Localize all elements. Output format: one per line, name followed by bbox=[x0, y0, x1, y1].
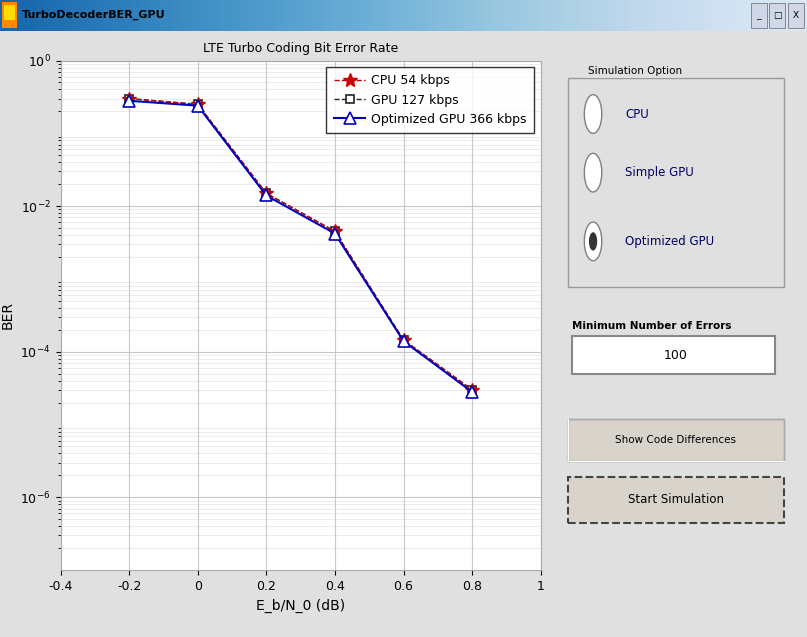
CPU 54 kbps bbox=[124, 95, 134, 103]
Text: □: □ bbox=[773, 11, 781, 20]
Title: LTE Turbo Coding Bit Error Rate: LTE Turbo Coding Bit Error Rate bbox=[203, 42, 398, 55]
Line: CPU 54 kbps: CPU 54 kbps bbox=[122, 92, 479, 397]
FancyBboxPatch shape bbox=[788, 3, 804, 27]
Optimized GPU 366 kbps bbox=[193, 102, 203, 110]
X-axis label: E_b/N_0 (dB): E_b/N_0 (dB) bbox=[256, 598, 345, 613]
FancyBboxPatch shape bbox=[568, 477, 784, 523]
Optimized GPU 366 kbps bbox=[261, 192, 271, 199]
FancyBboxPatch shape bbox=[2, 3, 17, 28]
GPU 127 kbps bbox=[467, 386, 477, 394]
Circle shape bbox=[589, 233, 597, 250]
Text: Show Code Differences: Show Code Differences bbox=[616, 434, 736, 445]
FancyBboxPatch shape bbox=[4, 4, 15, 20]
Text: Simulation Option: Simulation Option bbox=[588, 66, 683, 76]
Optimized GPU 366 kbps bbox=[124, 97, 134, 104]
Text: Start Simulation: Start Simulation bbox=[628, 493, 724, 506]
FancyBboxPatch shape bbox=[572, 336, 775, 374]
Circle shape bbox=[584, 154, 602, 192]
Text: X: X bbox=[792, 11, 799, 20]
Text: 100: 100 bbox=[664, 348, 688, 362]
Circle shape bbox=[584, 95, 602, 133]
GPU 127 kbps bbox=[193, 101, 203, 108]
CPU 54 kbps bbox=[261, 189, 271, 197]
GPU 127 kbps bbox=[124, 95, 134, 103]
FancyBboxPatch shape bbox=[568, 419, 784, 461]
CPU 54 kbps bbox=[193, 101, 203, 108]
Optimized GPU 366 kbps bbox=[330, 230, 340, 238]
Text: TurboDecoderBER_GPU: TurboDecoderBER_GPU bbox=[22, 10, 165, 20]
Optimized GPU 366 kbps bbox=[399, 337, 408, 345]
Line: GPU 127 kbps: GPU 127 kbps bbox=[125, 94, 476, 394]
GPU 127 kbps bbox=[261, 189, 271, 197]
Y-axis label: BER: BER bbox=[1, 301, 15, 329]
GPU 127 kbps bbox=[399, 336, 408, 344]
CPU 54 kbps bbox=[467, 386, 477, 394]
Text: Minimum Number of Errors: Minimum Number of Errors bbox=[572, 320, 732, 331]
FancyBboxPatch shape bbox=[568, 78, 784, 287]
FancyBboxPatch shape bbox=[769, 3, 785, 27]
CPU 54 kbps bbox=[330, 227, 340, 235]
Text: Simple GPU: Simple GPU bbox=[625, 166, 694, 179]
Text: _: _ bbox=[756, 11, 761, 20]
FancyBboxPatch shape bbox=[751, 3, 767, 27]
CPU 54 kbps bbox=[399, 336, 408, 344]
Optimized GPU 366 kbps bbox=[467, 388, 477, 396]
Line: Optimized GPU 366 kbps: Optimized GPU 366 kbps bbox=[123, 95, 478, 397]
Circle shape bbox=[584, 222, 602, 261]
Text: Optimized GPU: Optimized GPU bbox=[625, 235, 714, 248]
GPU 127 kbps bbox=[330, 227, 340, 235]
Legend: CPU 54 kbps, GPU 127 kbps, Optimized GPU 366 kbps: CPU 54 kbps, GPU 127 kbps, Optimized GPU… bbox=[327, 67, 534, 133]
Text: CPU: CPU bbox=[625, 108, 649, 120]
